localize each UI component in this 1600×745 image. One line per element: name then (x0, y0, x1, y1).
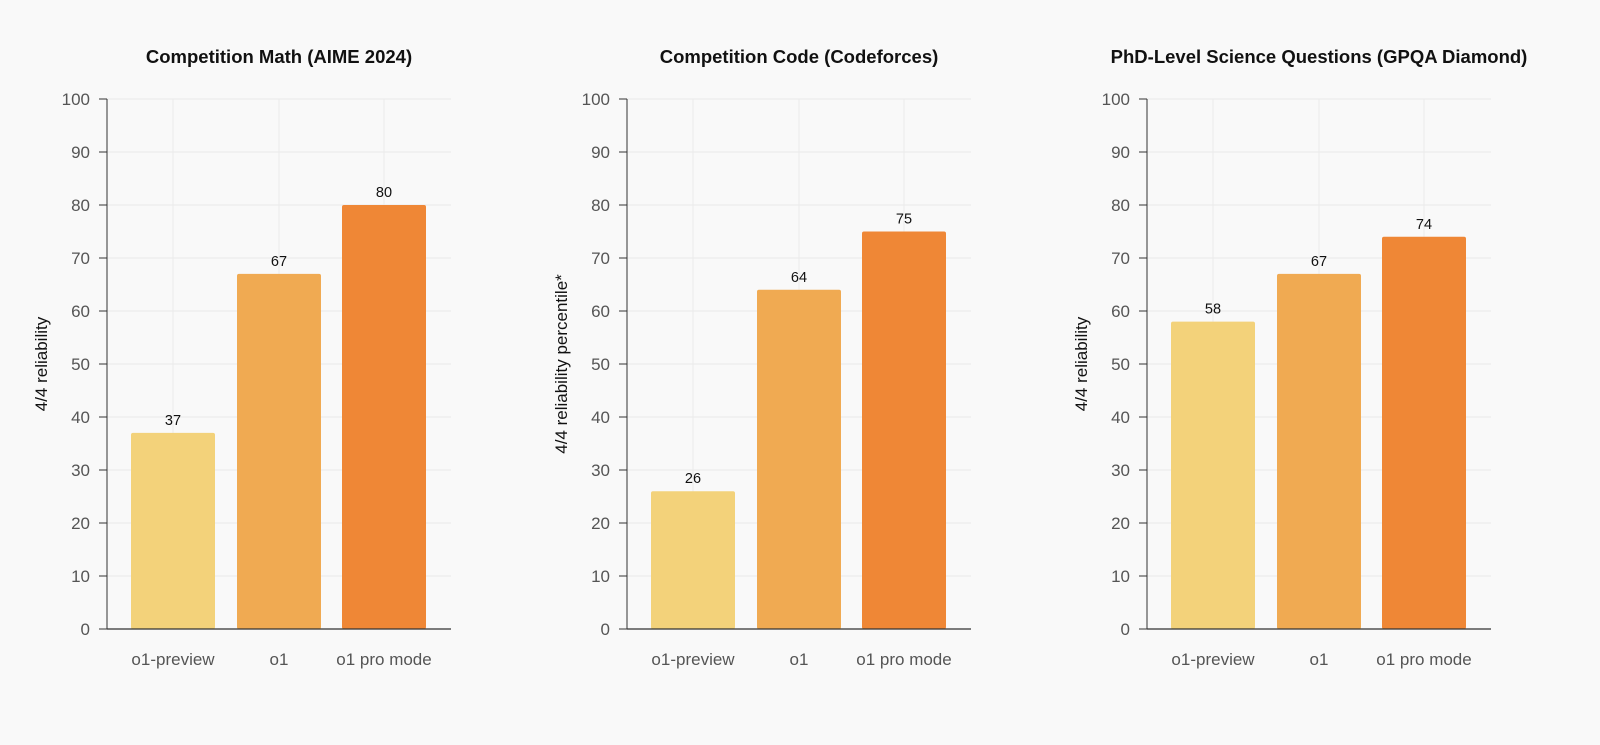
x-tick-label-o1-preview: o1-preview (131, 650, 215, 669)
y-tick-label-0: 0 (601, 620, 610, 639)
y-tick-label-100: 100 (1102, 90, 1130, 109)
chart-title: Competition Code (Codeforces) (660, 46, 939, 67)
y-tick-label-80: 80 (1111, 196, 1130, 215)
y-tick-label-30: 30 (591, 461, 610, 480)
y-axis-label: 4/4 reliability (1072, 316, 1091, 411)
y-axis-label: 4/4 reliability (32, 316, 51, 411)
chart-svg: Competition Code (Codeforces) 0 10 20 30 40 50… (552, 46, 971, 669)
y-tick-label-90: 90 (71, 143, 90, 162)
chart-svg: Competition Math (AIME 2024) 0 10 20 30 40 50 6… (32, 46, 451, 669)
y-tick-label-40: 40 (591, 408, 610, 427)
data-label-o1: 67 (1311, 254, 1327, 270)
y-tick-label-70: 70 (591, 249, 610, 268)
y-tick-label-10: 10 (591, 567, 610, 586)
y-tick-label-20: 20 (1111, 514, 1130, 533)
data-label-o1-preview: 26 (685, 471, 701, 487)
bar-o1-preview (131, 432, 215, 629)
chart-title: PhD-Level Science Questions (GPQA Diamon… (1111, 46, 1528, 67)
y-tick-label-40: 40 (1111, 408, 1130, 427)
bar-o1 (237, 273, 321, 629)
y-tick-label-50: 50 (591, 355, 610, 374)
data-label-o1: 64 (791, 270, 807, 286)
bar-o1 (1277, 273, 1361, 629)
y-tick-label-50: 50 (1111, 355, 1130, 374)
y-tick-label-0: 0 (81, 620, 90, 639)
y-tick-label-0: 0 (1121, 620, 1130, 639)
chart-svg: PhD-Level Science Questions (GPQA Diamon… (1072, 46, 1528, 669)
data-label-o1-pro-mode: 74 (1416, 217, 1432, 233)
x-tick-label-o1: o1 (270, 650, 289, 669)
bar-o1-pro-mode (342, 205, 426, 629)
x-tick-label-o1-pro-mode: o1 pro mode (336, 650, 431, 669)
y-tick-label-10: 10 (71, 567, 90, 586)
x-tick-label-o1-pro-mode: o1 pro mode (1376, 650, 1471, 669)
data-label-o1: 67 (271, 254, 287, 270)
data-label-o1-pro-mode: 80 (376, 185, 392, 201)
y-axis-label: 4/4 reliability percentile* (552, 274, 571, 454)
y-tick-label-90: 90 (1111, 143, 1130, 162)
data-label-o1-preview: 58 (1205, 302, 1221, 318)
bar-o1-preview (1171, 321, 1255, 629)
y-tick-label-80: 80 (71, 196, 90, 215)
chart-panel-gpqa: PhD-Level Science Questions (GPQA Diamon… (1040, 0, 1560, 745)
chart-panel-aime: Competition Math (AIME 2024) 0 10 20 30 40 50 6… (0, 0, 520, 745)
y-tick-label-100: 100 (582, 90, 610, 109)
y-tick-label-60: 60 (1111, 302, 1130, 321)
x-tick-label-o1-preview: o1-preview (1171, 650, 1255, 669)
bar-o1-pro-mode (862, 231, 946, 629)
y-tick-label-60: 60 (591, 302, 610, 321)
chart-panel-codeforces: Competition Code (Codeforces) 0 10 20 30 40 50… (520, 0, 1040, 745)
bar-o1-pro-mode (1382, 236, 1466, 630)
chart-title: Competition Math (AIME 2024) (146, 46, 412, 67)
x-tick-label-o1-pro-mode: o1 pro mode (856, 650, 951, 669)
y-tick-label-90: 90 (591, 143, 610, 162)
y-tick-label-20: 20 (591, 514, 610, 533)
y-tick-label-10: 10 (1111, 567, 1130, 586)
y-tick-label-70: 70 (71, 249, 90, 268)
y-tick-label-80: 80 (591, 196, 610, 215)
y-tick-label-50: 50 (71, 355, 90, 374)
y-tick-label-100: 100 (62, 90, 90, 109)
y-tick-label-40: 40 (71, 408, 90, 427)
y-tick-label-30: 30 (1111, 461, 1130, 480)
bar-o1-preview (651, 491, 735, 629)
x-tick-label-o1-preview: o1-preview (651, 650, 735, 669)
y-tick-label-20: 20 (71, 514, 90, 533)
y-tick-label-30: 30 (71, 461, 90, 480)
data-label-o1-preview: 37 (165, 413, 181, 429)
y-tick-label-70: 70 (1111, 249, 1130, 268)
data-label-o1-pro-mode: 75 (896, 212, 912, 228)
bar-o1 (757, 289, 841, 629)
x-tick-label-o1: o1 (1310, 650, 1329, 669)
x-tick-label-o1: o1 (790, 650, 809, 669)
y-tick-label-60: 60 (71, 302, 90, 321)
